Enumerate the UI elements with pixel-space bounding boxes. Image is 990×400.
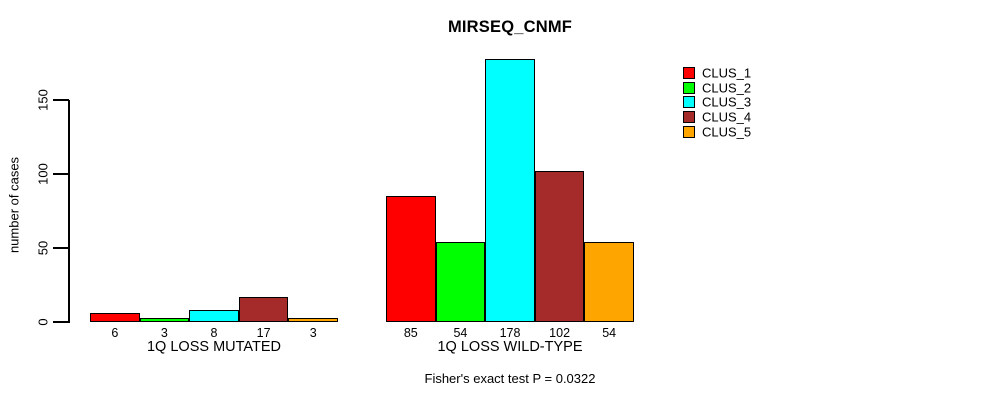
- legend-swatch-clus_2: [683, 81, 695, 94]
- bar-clus_5-group1: [288, 317, 338, 322]
- group-label: 1Q LOSS WILD-TYPE: [437, 339, 583, 355]
- legend-label: CLUS_3: [702, 94, 752, 110]
- bar-clus_2-group2: [435, 242, 486, 322]
- y-axis-tick: [53, 321, 69, 323]
- bar-value-label: 17: [256, 326, 271, 340]
- bar-clus_5-group2: [584, 242, 634, 322]
- legend-label: CLUS_1: [702, 65, 752, 81]
- y-axis-tick-label: 50: [35, 240, 51, 256]
- bar-clus_2-group1: [139, 317, 190, 322]
- y-axis-tick-label: 0: [35, 318, 51, 326]
- y-axis-label: number of cases: [6, 156, 22, 254]
- bar-value-label: 102: [549, 326, 571, 340]
- bar-value-label: 54: [602, 326, 617, 340]
- legend-label: CLUS_5: [702, 124, 752, 140]
- legend-swatch-clus_5: [683, 125, 695, 138]
- bar-clus_4-group2: [534, 171, 585, 322]
- bar-value-label: 178: [499, 326, 521, 340]
- legend-swatch-clus_1: [683, 67, 695, 79]
- bar-clus_3-group1: [189, 310, 239, 322]
- bar-value-label: 3: [160, 326, 168, 340]
- bar-clus_1-group2: [386, 196, 436, 322]
- bar-value-label: 54: [453, 326, 468, 340]
- group-label: 1Q LOSS MUTATED: [146, 339, 282, 355]
- legend-label: CLUS_2: [702, 80, 752, 96]
- y-axis-tick: [53, 247, 69, 249]
- chart-title: MIRSEQ_CNMF: [447, 18, 573, 36]
- bar-clus_3-group2: [485, 58, 535, 322]
- caption-text: Fisher's exact test P = 0.0322: [424, 371, 596, 386]
- bar-value-label: 85: [403, 326, 418, 340]
- y-axis-line: [68, 100, 70, 323]
- legend-swatch-clus_3: [683, 96, 695, 109]
- legend-swatch-clus_4: [683, 110, 695, 123]
- bar-clus_4-group1: [238, 296, 289, 322]
- y-axis-tick-label: 100: [35, 163, 51, 185]
- y-axis-tick: [53, 99, 69, 101]
- legend-label: CLUS_4: [702, 109, 752, 125]
- bar-value-label: 8: [210, 326, 218, 340]
- y-axis-tick: [53, 173, 69, 175]
- bar-value-label: 6: [111, 326, 119, 340]
- bar-value-label: 3: [309, 326, 317, 340]
- bar-clus_1-group1: [90, 313, 140, 322]
- y-axis-tick-label: 150: [35, 89, 51, 111]
